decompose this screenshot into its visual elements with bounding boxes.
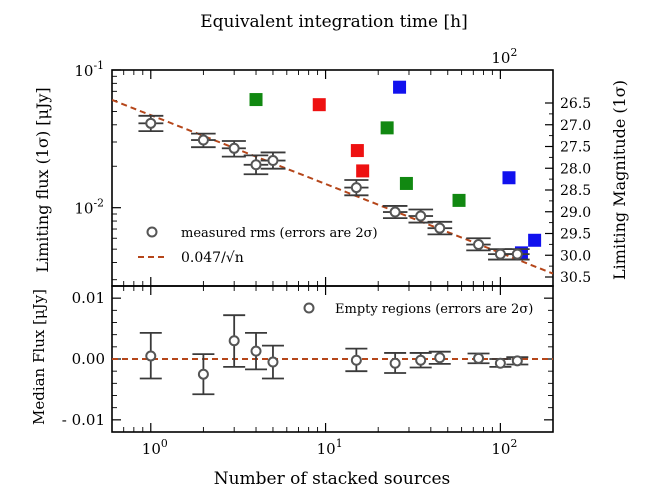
square-marker — [249, 93, 263, 107]
rms-point — [494, 248, 506, 260]
square-marker — [312, 98, 326, 112]
bottom-y-tick-label: 0.00 — [72, 350, 105, 368]
right-y-tick-label: 27.0 — [560, 118, 591, 134]
fit-line-top — [112, 98, 553, 275]
rms-point — [511, 248, 523, 260]
y-tick-label: 10-1 — [74, 59, 104, 80]
square-marker — [356, 164, 370, 178]
right-y-tick-label: 29.0 — [560, 205, 591, 221]
legend-empty-label: Empty regions (errors are 2σ) — [335, 302, 533, 317]
square-marker — [528, 233, 542, 247]
right-y-axis-title: Limiting Magnitude (1σ) — [610, 80, 629, 280]
rms-point — [434, 222, 446, 234]
rms-point — [228, 142, 240, 154]
rms-point — [350, 182, 362, 194]
empty-region-point — [197, 368, 209, 380]
right-y-tick-label: 26.5 — [560, 96, 591, 112]
right-y-tick-label: 30.0 — [560, 248, 591, 264]
square-marker — [380, 121, 394, 135]
x-axis-title: Number of stacked sources — [214, 469, 451, 489]
top-y-axis-title: Limiting flux (1σ) [μJy] — [33, 87, 52, 272]
rms-point — [389, 206, 401, 218]
rms-point — [145, 117, 157, 129]
top-axis-title: Equivalent integration time [h] — [200, 12, 467, 32]
right-y-tick-label: 27.5 — [560, 140, 591, 156]
empty-region-point — [350, 354, 362, 366]
x-tick-label: 100 — [142, 437, 168, 458]
top-plot-frame — [111, 69, 554, 287]
right-y-tick-label: 28.5 — [560, 183, 591, 199]
legend-fit-label: 0.047/√n — [181, 250, 244, 266]
empty-region-point — [415, 354, 427, 366]
empty-region-point — [434, 352, 446, 364]
bottom-y-tick-label: - 0.01 — [62, 411, 105, 429]
x-tick-label: 102 — [491, 437, 517, 458]
rms-point — [250, 159, 262, 171]
rms-point — [267, 155, 279, 167]
square-marker — [399, 176, 413, 190]
square-marker — [502, 171, 516, 185]
square-marker — [452, 193, 466, 207]
empty-region-point — [494, 357, 506, 369]
empty-region-point — [145, 350, 157, 362]
x-tick-label: 101 — [317, 437, 343, 458]
right-y-tick-label: 28.0 — [560, 161, 591, 177]
top-axis-tick-label: 102 — [491, 46, 517, 67]
empty-region-point — [389, 357, 401, 369]
empty-region-point — [267, 356, 279, 368]
empty-region-point — [473, 352, 485, 364]
bottom-y-tick-label: 0.01 — [72, 289, 105, 307]
y-tick-label: 10-2 — [74, 197, 104, 218]
square-marker — [350, 144, 364, 158]
top-panel: 10210310-110-226.527.027.528.028.529.029… — [33, 12, 629, 287]
square-marker — [393, 80, 407, 94]
empty-region-point — [228, 335, 240, 347]
legend-rms-marker — [146, 226, 158, 238]
empty-region-point — [250, 345, 262, 357]
legend-empty-marker — [303, 302, 315, 314]
bottom-panel: 100 101 102 0.01 0.00 - 0.01 Number of stacked… — [30, 285, 554, 489]
legend-rms-label: measured rms (errors are 2σ) — [181, 226, 378, 241]
rms-point — [415, 210, 427, 222]
empty-region-point — [511, 355, 523, 367]
rms-point — [473, 239, 485, 251]
rms-point — [197, 134, 209, 146]
right-y-tick-label: 29.5 — [560, 227, 591, 243]
bottom-y-axis-title: Median Flux [μJy] — [30, 289, 48, 425]
right-y-tick-label: 30.5 — [560, 270, 591, 286]
